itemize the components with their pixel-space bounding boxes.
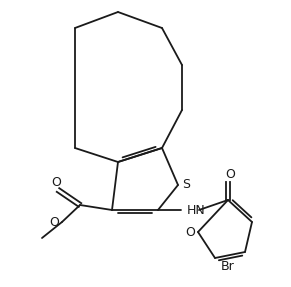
Text: O: O bbox=[51, 177, 61, 189]
Text: S: S bbox=[182, 179, 190, 191]
Text: O: O bbox=[49, 216, 59, 228]
Text: HN: HN bbox=[187, 203, 206, 216]
Text: O: O bbox=[225, 168, 235, 181]
Text: O: O bbox=[185, 226, 195, 238]
Text: Br: Br bbox=[221, 259, 235, 272]
